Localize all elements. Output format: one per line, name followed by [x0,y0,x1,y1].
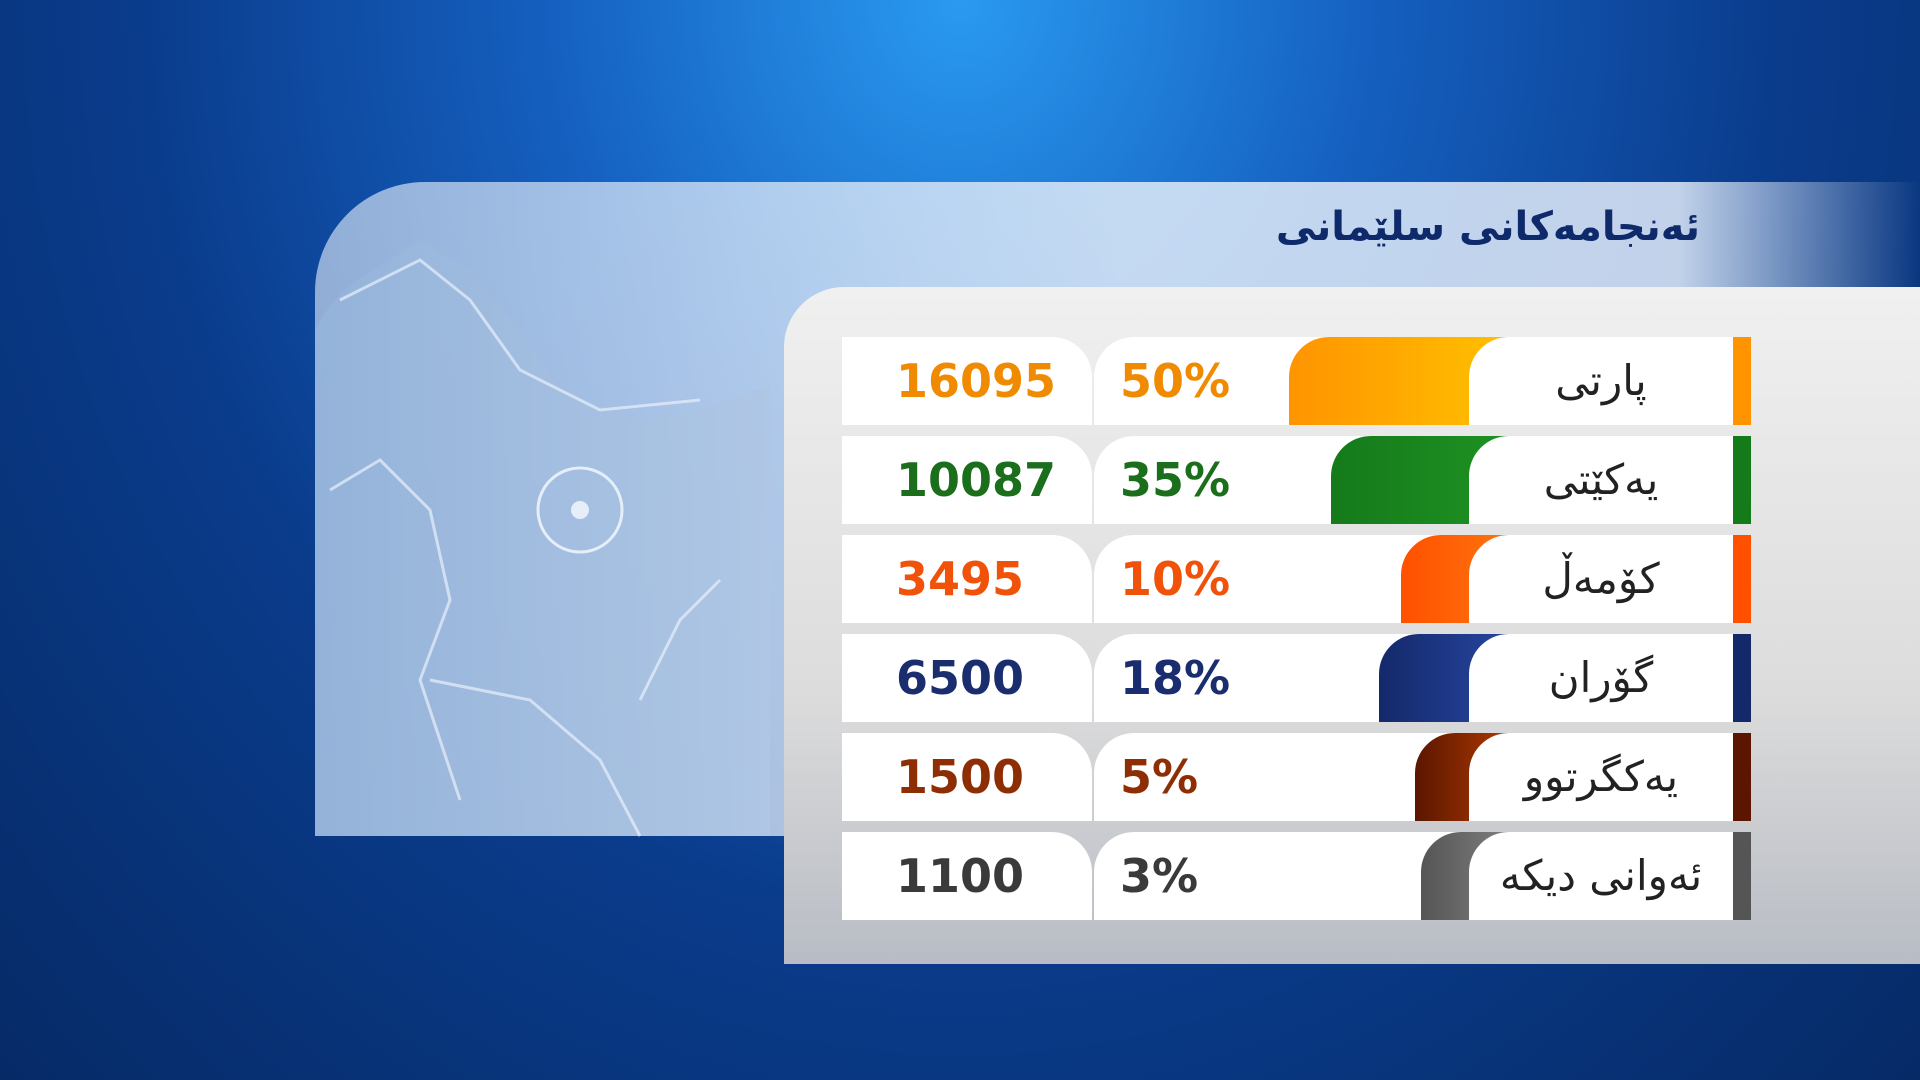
name-cell [1469,535,1733,623]
party-name: گۆران [1548,653,1654,702]
result-row: 1500 5% یەکگرتوو [842,733,1751,821]
party-name: یەکێتی [1543,455,1659,504]
result-row: 6500 18% گۆران [842,634,1751,722]
votes-cell [842,337,1092,425]
result-row: 16095 50% پارتی [842,337,1751,425]
percent: 3% [1120,849,1199,903]
votes: 10087 [896,453,1057,507]
color-stripe [1733,535,1751,623]
result-row: 1100 3% ئەوانی دیکە [842,832,1751,920]
party-name: ئەوانی دیکە [1499,851,1703,900]
color-stripe [1733,337,1751,425]
percent: 10% [1120,552,1231,606]
percent: 18% [1120,651,1231,705]
name-cell [1469,832,1733,920]
party-name: پارتی [1555,356,1647,405]
name-cell [1469,733,1733,821]
votes: 1500 [896,750,1025,804]
percent: 35% [1120,453,1231,507]
color-stripe [1733,832,1751,920]
party-name: یەکگرتوو [1523,752,1679,801]
color-stripe [1733,436,1751,524]
result-row: 10087 35% یەکێتی [842,436,1751,524]
party-name: کۆمەڵ [1542,554,1660,603]
percent-cell [1094,832,1469,920]
name-cell [1469,337,1733,425]
votes-cell [842,436,1092,524]
votes: 16095 [896,354,1057,408]
votes: 6500 [896,651,1025,705]
result-row: 3495 10% کۆمەڵ [842,535,1751,623]
color-stripe [1733,634,1751,722]
percent: 50% [1120,354,1231,408]
votes-cell [842,535,1092,623]
votes-cell [842,733,1092,821]
name-cell [1469,634,1733,722]
percent: 5% [1120,750,1199,804]
title: ئەنجامەکانی سلێمانی [1275,204,1700,250]
name-cell [1469,436,1733,524]
percent-cell [1094,733,1469,821]
votes-cell [842,634,1092,722]
votes: 3495 [896,552,1025,606]
votes-cell [842,832,1092,920]
votes: 1100 [896,849,1025,903]
color-stripe [1733,733,1751,821]
